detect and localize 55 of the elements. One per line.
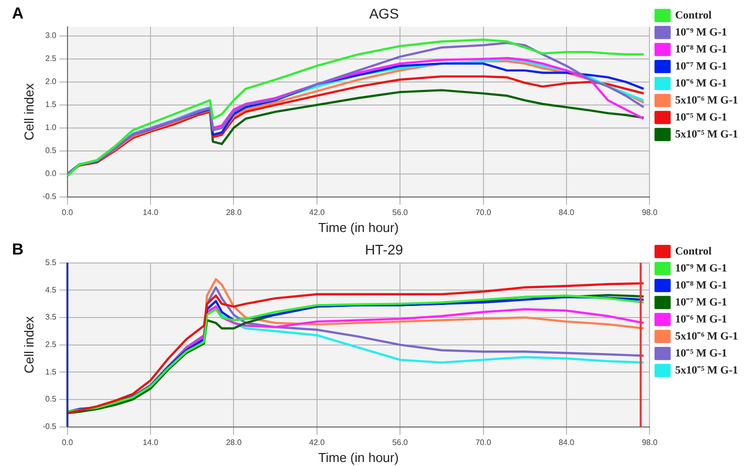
x-tick-label: 14.0 xyxy=(142,208,159,217)
x-tick-label: 28.0 xyxy=(226,438,242,447)
legend-label: 5x10⁻⁵ M G-1 xyxy=(675,364,738,376)
x-tick-label: 56.0 xyxy=(392,438,408,447)
x-tick-label: 42.0 xyxy=(309,208,326,217)
x-axis-title: Time (in hour) xyxy=(318,220,399,235)
y-tick-label: 0.5 xyxy=(45,146,57,156)
y-axis-title: Cell index xyxy=(21,82,36,140)
chart-title: AGS xyxy=(369,5,399,22)
x-tick-label: 70.0 xyxy=(475,438,492,447)
y-tick-label: 2.5 xyxy=(45,54,57,64)
y-tick-label: 3.0 xyxy=(45,31,57,40)
legend-label: 10⁻⁷ M G-1 xyxy=(675,296,728,308)
chart-title: HT-29 xyxy=(364,241,404,258)
x-tick-label: 70.0 xyxy=(475,208,492,217)
x-axis-title: Time (in hour) xyxy=(318,450,399,465)
legend-label: 10⁻⁵ M G-1 xyxy=(675,347,728,360)
y-tick-label: 3.5 xyxy=(45,312,57,322)
legend-label: 10⁻⁸ M G-1 xyxy=(675,279,728,292)
legend-label: 10⁻⁶ M G-1 xyxy=(675,313,728,326)
y-tick-label: 4.5 xyxy=(45,285,57,294)
legend-label: Control xyxy=(675,9,712,22)
x-tick-label: 0.0 xyxy=(62,438,74,447)
legend-label: 10⁻⁹ M G-1 xyxy=(675,262,728,274)
y-tick-label: 1.5 xyxy=(45,100,57,110)
x-tick-label: 98.0 xyxy=(642,208,658,217)
legend-label: 10⁻⁵ M G-1 xyxy=(675,111,728,124)
x-tick-label: 56.0 xyxy=(392,208,408,217)
legend-label: 10⁻⁷ M G-1 xyxy=(675,60,728,72)
legend-label: 5x10⁻⁵ M G-1 xyxy=(675,128,738,140)
y-tick-label: 2.0 xyxy=(45,77,57,86)
x-tick-label: 28.0 xyxy=(226,208,242,217)
legend-label: 10⁻⁹ M G-1 xyxy=(675,26,728,38)
y-tick-label: -0.5 xyxy=(42,192,57,202)
legend-label: 5x10⁻⁶ M G-1 xyxy=(675,94,738,106)
x-tick-label: 98.0 xyxy=(642,438,658,447)
x-tick-label: 42.0 xyxy=(309,438,326,447)
y-tick-label: -0.5 xyxy=(42,422,57,432)
y-tick-label: 0.5 xyxy=(45,394,57,404)
legend-label: 5x10⁻⁶ M G-1 xyxy=(675,330,738,342)
text: B xyxy=(12,241,24,258)
x-tick-label: 84.0 xyxy=(558,208,575,217)
legend-label: Control xyxy=(675,245,712,258)
text: A xyxy=(12,5,24,22)
y-tick-label: 1.0 xyxy=(45,123,57,132)
legend-label: 10⁻⁶ M G-1 xyxy=(675,77,728,90)
y-tick-label: 5.5 xyxy=(45,258,57,268)
y-axis-title: Cell index xyxy=(21,316,36,374)
y-tick-label: 0.0 xyxy=(45,169,57,178)
x-tick-label: 0.0 xyxy=(62,208,74,217)
x-tick-label: 14.0 xyxy=(142,438,159,447)
y-tick-label: 2.5 xyxy=(45,340,57,350)
y-tick-label: 1.5 xyxy=(45,367,57,376)
legend-label: 10⁻⁸ M G-1 xyxy=(675,43,728,56)
x-tick-label: 84.0 xyxy=(558,438,575,447)
